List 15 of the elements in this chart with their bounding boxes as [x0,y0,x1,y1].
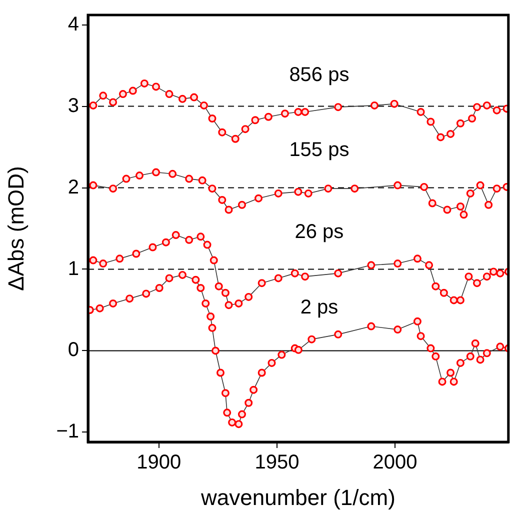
y-tick-label: 0 [68,339,79,362]
y-tick-label: 1 [68,258,79,280]
x-tick-label: 1900 [136,452,182,474]
y-axis-title: ΔAbs (mOD) [3,166,28,291]
x-tick-label: 2000 [372,452,418,474]
x-tick-label: 1950 [254,452,300,474]
y-tick-label: 2 [68,176,79,198]
y-tick-label: 4 [68,13,79,36]
series-label: 2 ps [300,296,338,318]
series-label: 856 ps [289,64,350,86]
y-tick-label: 3 [68,94,79,117]
y-tick-label: −1 [56,420,79,443]
series-label: 26 ps [294,221,344,244]
series-label: 155 ps [289,138,350,161]
x-axis-title: wavenumber (1/cm) [200,484,396,510]
